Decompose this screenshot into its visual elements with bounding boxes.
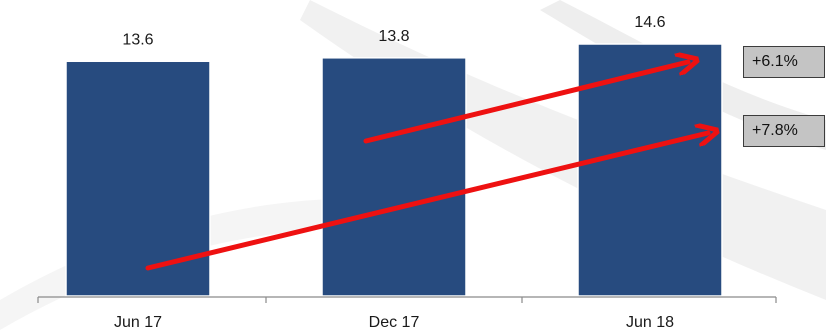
x-axis-category-label: Jun 17 — [114, 314, 162, 331]
bar-value-label: 13.6 — [122, 31, 153, 48]
growth-badge-6m: +6.1% — [743, 46, 825, 78]
growth-arrow-jun17-jun18 — [145, 133, 708, 271]
bar-jun-18 — [577, 43, 723, 297]
growth-arrow-dec17-jun18 — [363, 62, 688, 144]
bar-dec-17 — [321, 57, 467, 297]
x-axis-category-label: Jun 18 — [626, 314, 674, 331]
bar-value-label: 14.6 — [634, 14, 665, 31]
bar-value-label: 13.8 — [378, 28, 409, 45]
x-axis-category-label: Dec 17 — [369, 314, 420, 331]
growth-badge-12m: +7.8% — [743, 115, 825, 147]
